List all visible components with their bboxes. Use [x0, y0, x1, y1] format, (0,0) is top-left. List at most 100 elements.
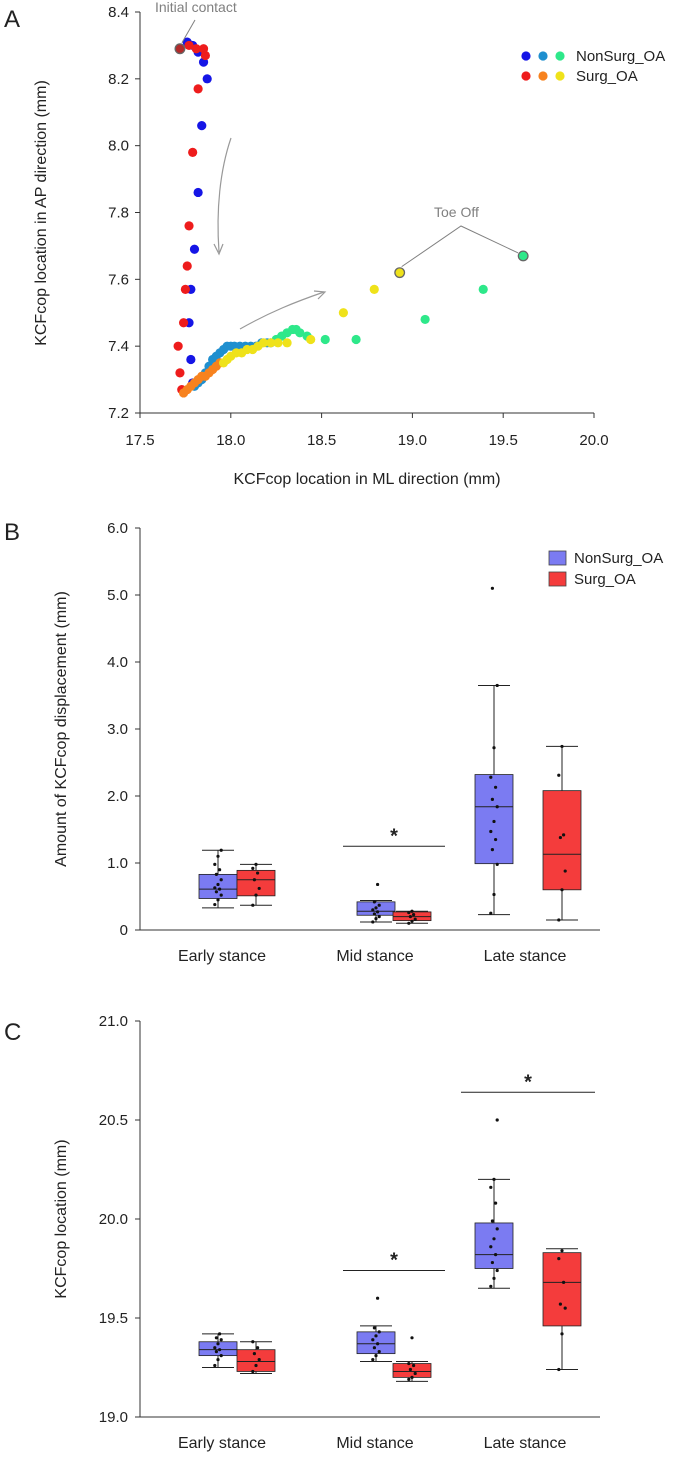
box-data-point — [490, 1260, 494, 1265]
toe-off-point — [394, 267, 406, 279]
box-data-point — [413, 1371, 417, 1376]
box-data-point — [495, 1268, 499, 1273]
box-data-point — [213, 1346, 217, 1350]
box-data-point — [254, 893, 258, 897]
legend-label: Surg_OA — [576, 68, 638, 85]
box-data-point — [494, 837, 498, 842]
scatter-point — [258, 338, 269, 348]
scatter-point — [320, 334, 330, 345]
box-data-point — [374, 1354, 378, 1358]
box-data-point — [218, 1332, 222, 1336]
scatter-point — [478, 284, 488, 294]
box-data-point — [371, 1357, 375, 1362]
box-iqr — [392, 1363, 432, 1378]
box-data-point — [563, 869, 567, 873]
box-data-point — [218, 868, 222, 872]
x-category-label: Late stance — [484, 1435, 567, 1452]
rightward-direction-arrow — [239, 291, 325, 330]
box-data-point — [377, 915, 381, 919]
box-data-point — [214, 872, 218, 876]
legend-marker — [521, 71, 531, 81]
box-data-point — [408, 1367, 412, 1372]
x-tick-label: 20.0 — [579, 432, 608, 449]
box-data-point — [563, 1306, 567, 1310]
box-data-point — [214, 1336, 218, 1340]
scatter-point — [182, 261, 192, 271]
box-data-point — [251, 1340, 255, 1344]
panel-label-b: B — [4, 519, 20, 546]
box-data-point — [407, 1361, 411, 1366]
box-iqr — [474, 774, 514, 865]
significance-marker: * — [524, 1071, 532, 1093]
toe-off-point — [517, 250, 529, 262]
box-data-point — [489, 829, 493, 834]
box-data-point — [489, 1185, 493, 1189]
box-iqr — [236, 1349, 276, 1372]
box-chart-panel-c: 19.0 19.5 20.0 20.5 21.0 Early stance Mid stan… — [53, 1013, 600, 1452]
y-tick-label: 3.0 — [107, 721, 128, 738]
scatter-point — [266, 338, 276, 348]
y-tick-label: 8.0 — [108, 138, 129, 155]
toe-off-annotation: Toe Off — [434, 204, 479, 220]
box-data-point — [558, 1302, 563, 1306]
box-data-point — [489, 775, 493, 779]
x-category-label: Early stance — [178, 948, 266, 965]
y-tick-label: 7.8 — [108, 205, 129, 222]
box-data-point — [412, 1363, 416, 1368]
box-data-point — [494, 785, 498, 789]
box-data-point — [557, 1367, 561, 1372]
box-data-point — [254, 862, 258, 866]
box-data-point — [216, 854, 220, 858]
box-data-point — [413, 917, 417, 921]
scatter-point — [369, 284, 379, 294]
y-tick-label: 19.0 — [99, 1409, 128, 1426]
legend-marker — [538, 71, 548, 81]
scatter-point — [184, 40, 194, 51]
y-axis-title: KCFcop location in AP direction (mm) — [33, 80, 50, 346]
x-category-label: Late stance — [484, 948, 567, 965]
scatter-point — [173, 341, 183, 351]
legend-marker — [555, 71, 565, 81]
box-data-point — [377, 1350, 381, 1354]
scatter-point — [188, 147, 198, 157]
box-iqr — [198, 1341, 238, 1357]
box-iqr — [474, 1222, 514, 1269]
x-tick-label: 19.0 — [398, 432, 427, 449]
box-data-point — [257, 886, 261, 891]
x-tick-label: 17.5 — [125, 432, 154, 449]
box-data-point — [252, 878, 256, 882]
y-tick-label: 4.0 — [107, 654, 128, 671]
y-axis-title: KCFcop location (mm) — [53, 1139, 70, 1298]
scatter-point — [186, 354, 196, 365]
box-data-point — [376, 1296, 380, 1300]
x-tick-label: 18.5 — [307, 432, 336, 449]
box-data-point — [490, 797, 494, 801]
box-data-point — [562, 833, 566, 837]
scatter-point — [178, 318, 189, 328]
box-data-point — [410, 1375, 414, 1379]
initial-contact-pointer — [181, 19, 196, 44]
box-data-point — [372, 1326, 376, 1330]
x-tick-label: 19.5 — [489, 432, 518, 449]
box-data-point — [218, 1348, 222, 1352]
box-data-point — [371, 1338, 375, 1342]
box-iqr — [542, 790, 582, 891]
scatter-chart-panel-a: 17.5 18.0 18.5 19.0 19.5 20.0 7.2 7.4 7.6 7.8 8.0 8… — [33, 0, 665, 488]
y-tick-label: 0 — [120, 922, 128, 939]
box-data-point — [557, 1257, 561, 1261]
significance-marker: * — [390, 1249, 398, 1271]
significance-marker: * — [390, 825, 398, 847]
box-data-point — [492, 746, 496, 750]
y-tick-label: 7.6 — [108, 271, 129, 288]
box-data-point — [492, 1177, 496, 1181]
box-data-point — [492, 892, 496, 897]
box-data-point — [372, 912, 376, 916]
box-data-point — [410, 1336, 414, 1340]
box-data-point — [251, 866, 255, 870]
y-tick-label: 21.0 — [99, 1013, 128, 1030]
scatter-point — [295, 328, 305, 338]
y-tick-label: 20.0 — [99, 1211, 128, 1228]
box-data-point — [492, 1276, 496, 1280]
box-data-point — [490, 586, 494, 590]
